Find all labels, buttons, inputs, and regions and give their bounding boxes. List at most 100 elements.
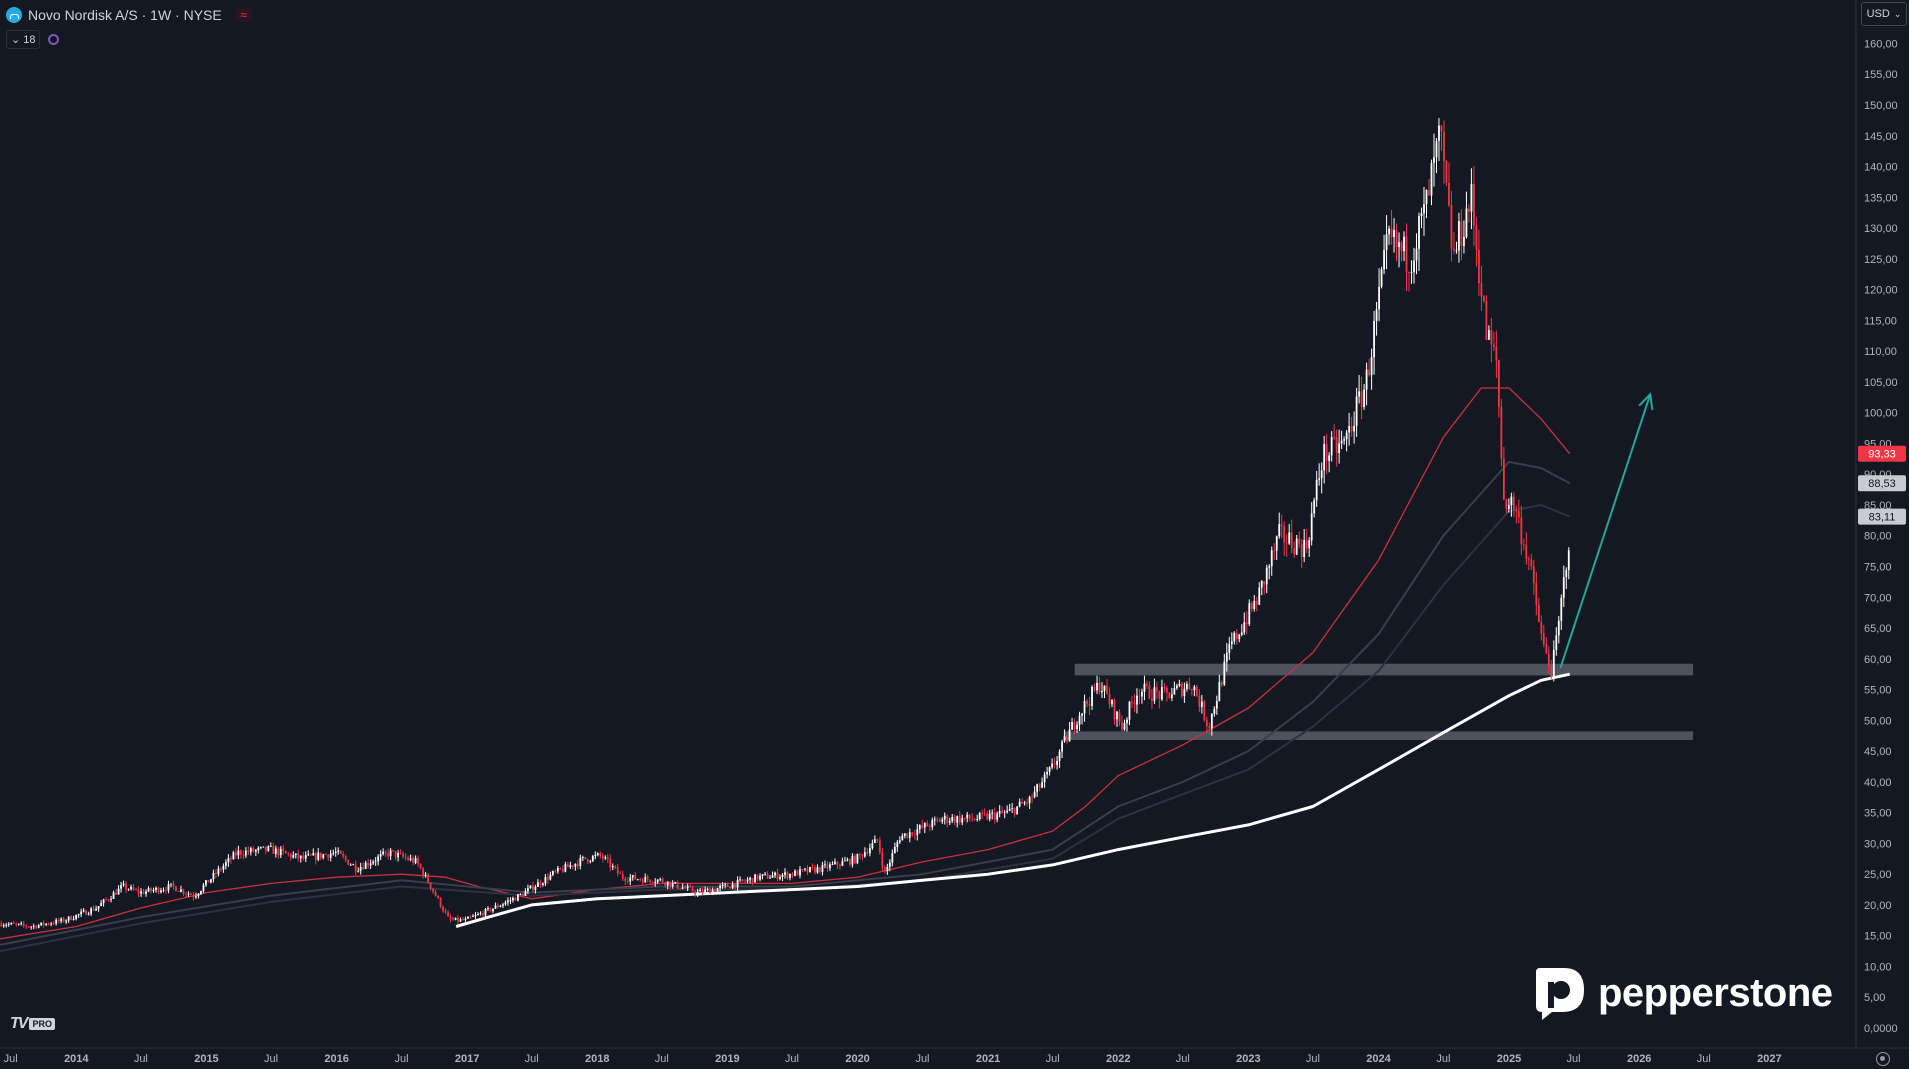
candle-body [654,882,657,884]
candle [851,853,854,868]
candle-body [279,848,282,856]
candle [1018,798,1021,808]
candle [594,851,597,860]
candle [414,855,417,865]
candle [1500,399,1503,467]
candle-body [362,866,365,869]
indicators-toggle-button[interactable]: ⌄ 18 [6,30,41,49]
candle [858,852,861,860]
candle-body [337,850,340,852]
candle-body [546,876,549,880]
candle [554,869,557,874]
candle-body [988,813,991,820]
candle [45,923,48,927]
candle-body [444,910,447,913]
x-tick-label: 2017 [455,1053,479,1065]
candle-body [1428,190,1430,196]
candle [244,847,247,859]
candle [761,874,764,880]
candle [1502,446,1505,500]
candle-body [1088,703,1091,706]
y-tick-label: 120,00 [1864,285,1898,297]
candle-body [1178,683,1181,686]
candle [1076,721,1078,733]
candle-body [1008,808,1011,811]
candle-body [1003,812,1006,814]
candle-body [789,873,791,878]
x-tick-label: 2027 [1757,1053,1781,1065]
candle [289,852,292,861]
candle [517,893,519,902]
candle [1026,798,1029,807]
candle [1458,212,1460,263]
candle-body [1091,686,1093,706]
candle-body [464,918,467,921]
candle [264,846,267,855]
price-axis: 0,0000 5,00 10,00 15,00 20,00 25,00 30,00 35,00… [1864,38,1898,1035]
symbol-title[interactable]: Novo Nordisk A/S · 1W · NYSE [28,7,222,23]
candle [267,845,270,852]
candle [566,861,569,868]
candle-body [137,889,140,894]
candle-body [25,925,28,927]
candle [574,863,577,871]
candle [160,887,162,894]
candle [816,864,819,874]
candle [1465,191,1468,239]
candle-body [412,858,414,863]
candle-body [399,852,402,854]
candle-body [1228,644,1231,653]
candle [57,918,60,924]
candle-body [834,861,836,864]
candle-body [854,855,856,864]
candle [704,886,707,895]
candle-body [791,873,794,876]
candle-body [1560,597,1563,621]
candle [1313,497,1316,518]
candle [1370,348,1373,390]
x-tick-label: 2016 [324,1053,348,1065]
candle-body [1530,559,1533,567]
price-label-box [1858,475,1906,492]
layers-icon[interactable] [48,34,60,45]
candle [1288,523,1291,545]
candle [80,908,83,918]
candle-body [1053,763,1056,765]
extended-hours-icon[interactable]: ≈ [235,8,252,22]
candle [354,860,357,876]
candle [868,843,871,857]
candle [317,848,320,862]
candle-body [941,819,944,822]
candle [1540,615,1543,641]
candle-body [629,877,632,882]
candle [10,922,13,926]
candle [374,857,377,866]
currency-select[interactable]: USD ⌄ [1861,2,1907,26]
candle-body [1183,688,1186,697]
gear-icon[interactable] [1876,1052,1890,1066]
candle-body [454,917,457,920]
candle [1243,612,1246,635]
x-tick-label: Jul [525,1053,539,1065]
candle [357,867,360,873]
y-tick-label: 10,00 [1864,961,1892,973]
moving-averages [0,387,1571,953]
candle-body [447,912,449,917]
candle-body [579,857,582,867]
x-tick-label: Jul [1176,1053,1190,1065]
candle-body [1390,228,1393,238]
candle [140,888,142,897]
candle-body [299,855,302,859]
candle-body [951,816,954,822]
candle-body [1378,286,1380,310]
candle [1138,688,1141,705]
candle [1021,797,1024,804]
candle [302,851,305,861]
candle-body [1488,330,1490,340]
candle [1448,162,1450,208]
y-tick-label: 55,00 [1864,685,1892,697]
candle-body [1086,700,1088,704]
candle-body [971,818,974,820]
candle-body [649,879,652,883]
